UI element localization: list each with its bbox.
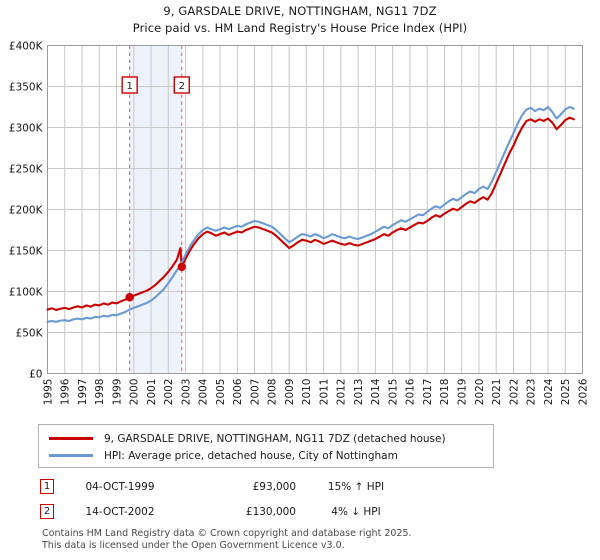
x-tick-label: 1995 xyxy=(42,379,54,406)
legend-color-swatch xyxy=(49,437,93,440)
x-tick-label: 2009 xyxy=(284,379,296,406)
x-tick-label: 2003 xyxy=(180,379,192,406)
x-tick-label: 1998 xyxy=(94,379,106,406)
x-tick-label: 2007 xyxy=(249,379,261,406)
x-tick-label: 1997 xyxy=(77,379,89,406)
x-tick-label: 2015 xyxy=(387,379,399,406)
x-tick-label: 2010 xyxy=(301,379,313,406)
transaction-date: 14-OCT-2002 xyxy=(85,505,155,518)
gridlines-group xyxy=(47,45,583,374)
transaction-row[interactable]: 1 04-OCT-1999 £93,000 15% ↑ HPI xyxy=(40,474,460,499)
x-tick-label: 2018 xyxy=(439,379,451,406)
x-tick-label: 2021 xyxy=(491,379,503,406)
event-marker-number: 1 xyxy=(126,81,132,92)
y-axis-tick-labels: £0 £50K £100K £150K £200K £250K £300K £350K £400… xyxy=(9,40,44,380)
chart-area: £0 £50K £100K £150K £200K £250K £300K £350K £400… xyxy=(9,40,589,405)
page-title: 9, GARSDALE DRIVE, NOTTINGHAM, NG11 7DZ … xyxy=(0,3,600,37)
transaction-hpi-delta: 4% ↓ HPI xyxy=(331,505,381,518)
x-tick-label: 2011 xyxy=(318,379,330,406)
transactions-table: 1 04-OCT-1999 £93,000 15% ↑ HPI 2 14-OCT-2002… xyxy=(40,474,460,524)
legend-item-label: 9, GARSDALE DRIVE, NOTTINGHAM, NG11 7DZ … xyxy=(104,432,446,445)
plot-frame xyxy=(47,45,583,374)
x-tick-label: 2019 xyxy=(456,379,468,406)
series-line xyxy=(46,116,575,312)
y-tick-label: £250K xyxy=(9,163,44,175)
x-tick-label: 2002 xyxy=(163,379,175,406)
legend-item-label: HPI: Average price, detached house, City… xyxy=(104,449,398,462)
x-tick-label: 2008 xyxy=(267,379,279,406)
transaction-point-markers[interactable] xyxy=(125,262,186,302)
x-tick-label: 1999 xyxy=(111,379,123,406)
transaction-marker-badge: 2 xyxy=(40,504,54,519)
x-tick-label: 2016 xyxy=(405,378,417,405)
price-history-line-chart: £0 £50K £100K £150K £200K £250K £300K £350K £400… xyxy=(9,40,589,405)
transaction-price: £130,000 xyxy=(245,505,296,518)
y-tick-label: £100K xyxy=(9,286,44,298)
y-tick-label: £50K xyxy=(16,327,44,339)
event-marker-box xyxy=(173,76,190,94)
x-tick-label: 2012 xyxy=(336,379,348,406)
transaction-row[interactable]: 2 14-OCT-2002 £130,000 4% ↓ HPI xyxy=(40,499,460,524)
transaction-marker-badge: 1 xyxy=(40,479,54,494)
x-tick-label: 2026 xyxy=(577,378,589,405)
x-tick-label: 2014 xyxy=(370,378,382,405)
data-series-group xyxy=(46,105,575,323)
chart-legend: 9, GARSDALE DRIVE, NOTTINGHAM, NG11 7DZ … xyxy=(38,424,494,468)
x-tick-label: 2004 xyxy=(198,378,210,405)
footer-line-2: This data is licensed under the Open Gov… xyxy=(42,539,345,551)
event-marker-box xyxy=(121,76,138,94)
x-tick-label: 2024 xyxy=(543,378,555,405)
x-tick-label: 2001 xyxy=(146,379,158,406)
event-marker-label[interactable]: 2 xyxy=(173,76,190,94)
x-tick-label: 2022 xyxy=(508,379,520,406)
series-line xyxy=(46,105,575,323)
event-marker-number: 2 xyxy=(179,81,185,92)
x-tick-label: 2023 xyxy=(526,379,538,406)
x-tick-label: 1996 xyxy=(60,378,72,405)
y-tick-label: £400K xyxy=(9,40,44,52)
event-marker-lines xyxy=(129,45,183,374)
x-tick-label: 2017 xyxy=(422,379,434,406)
x-tick-label: 2005 xyxy=(215,379,227,406)
legend-item: 9, GARSDALE DRIVE, NOTTINGHAM, NG11 7DZ … xyxy=(39,430,493,447)
x-tick-label: 2020 xyxy=(474,379,486,406)
x-tick-label: 2013 xyxy=(353,379,365,406)
y-tick-label: £0 xyxy=(29,368,42,380)
y-tick-label: £150K xyxy=(9,245,44,257)
attribution-footer: Contains HM Land Registry data © Crown c… xyxy=(42,528,562,551)
x-axis-tick-labels: 1995 1996 1997 1998 1999 2000 2001 2002 2003 2004… xyxy=(42,378,589,405)
x-tick-label: 2000 xyxy=(129,379,141,406)
transaction-hpi-delta: 15% ↑ HPI xyxy=(327,480,385,493)
transaction-date: 04-OCT-1999 xyxy=(85,480,155,493)
legend-item: HPI: Average price, detached house, City… xyxy=(39,447,493,464)
legend-color-swatch xyxy=(49,454,93,457)
x-tick-label: 2006 xyxy=(232,378,244,405)
transaction-point[interactable] xyxy=(177,262,186,272)
footer-line-1: Contains HM Land Registry data © Crown c… xyxy=(42,528,412,539)
y-tick-label: £200K xyxy=(9,204,44,216)
event-marker-label[interactable]: 1 xyxy=(121,76,138,94)
transaction-price: £93,000 xyxy=(252,480,296,493)
y-tick-label: £300K xyxy=(9,122,44,134)
x-tick-label: 2025 xyxy=(560,379,572,406)
chart-title-line-2: Price paid vs. HM Land Registry's House … xyxy=(132,21,468,35)
chart-title-line-1: 9, GARSDALE DRIVE, NOTTINGHAM, NG11 7DZ xyxy=(163,4,437,18)
transaction-point[interactable] xyxy=(125,293,134,302)
y-tick-label: £350K xyxy=(9,81,44,93)
plot-border xyxy=(47,45,583,374)
